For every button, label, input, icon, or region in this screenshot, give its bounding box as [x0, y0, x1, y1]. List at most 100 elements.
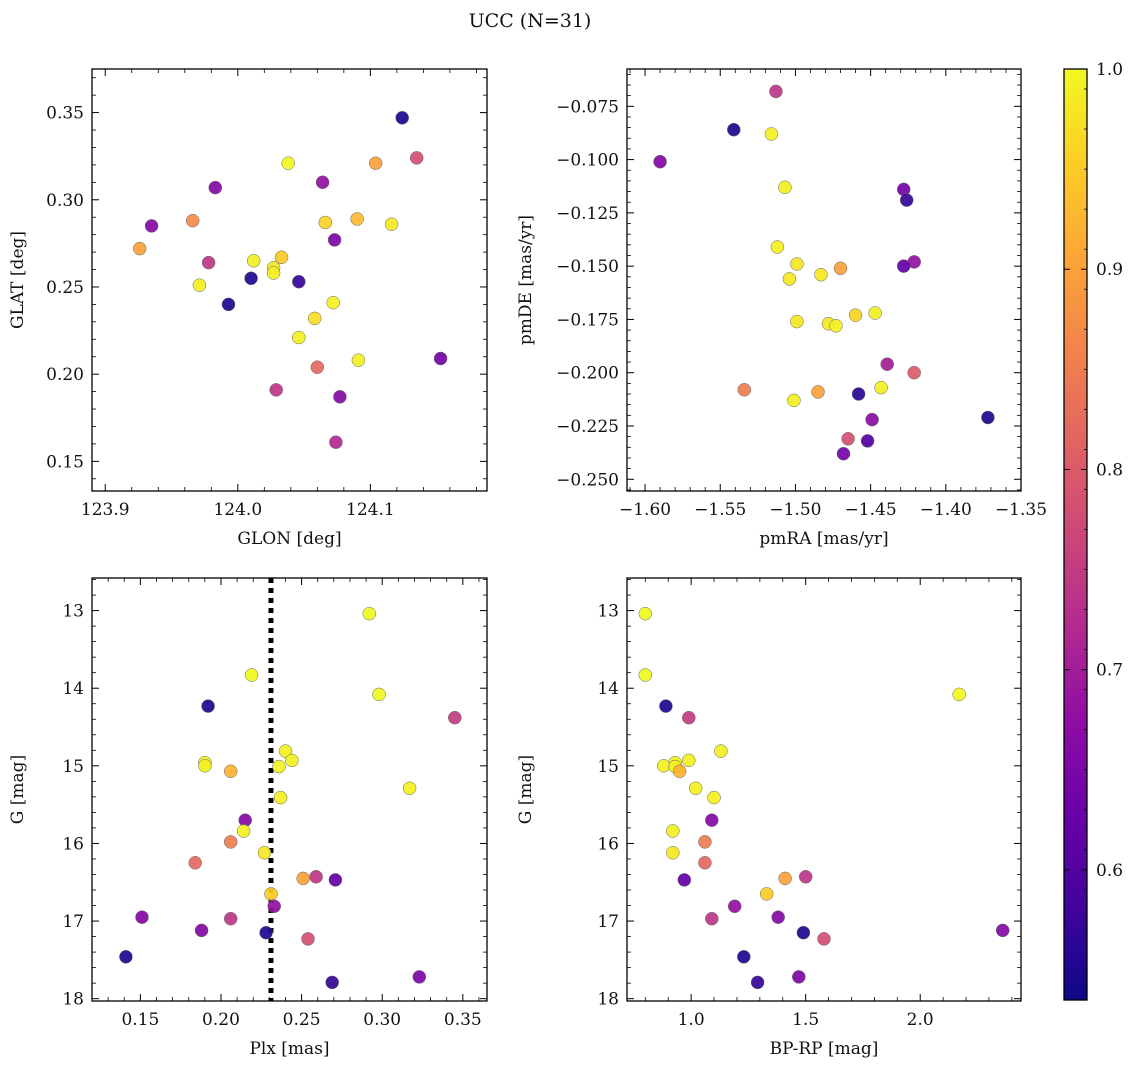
scatter-point — [787, 393, 801, 408]
x-tick-label: −1.50 — [769, 500, 821, 520]
scatter-point — [698, 856, 712, 870]
y-tick-label: 17 — [62, 912, 84, 932]
scatter-point — [764, 127, 779, 141]
scatter-point — [201, 255, 216, 270]
scatter-point — [244, 271, 258, 286]
scatter-point — [677, 873, 692, 887]
scatter-point — [790, 314, 804, 329]
colorbar-tick-label: 0.6 — [1096, 861, 1123, 881]
y-tick-label: 13 — [597, 602, 619, 622]
scatter-point — [865, 412, 879, 427]
y-tick-label: −0.175 — [556, 310, 619, 330]
scatter-point — [769, 84, 783, 99]
scatter-point — [309, 870, 323, 884]
x-axis-label: BP-RP [mag] — [770, 1039, 879, 1059]
colorbar-tick-label: 0.7 — [1096, 661, 1123, 681]
scatter-point — [829, 319, 843, 333]
scatter-point — [325, 975, 339, 990]
y-axis-label: G [mag] — [516, 755, 536, 824]
y-axis-label: pmDE [mas/yr] — [516, 215, 536, 345]
x-axis-label: pmRA [mas/yr] — [759, 529, 888, 549]
scatter-point — [638, 668, 653, 682]
scatter-point — [727, 122, 741, 137]
scatter-point — [714, 744, 728, 758]
y-tick-label: 18 — [62, 990, 84, 1010]
scatter-point — [841, 432, 855, 446]
y-axis-label: GLAT [deg] — [8, 231, 28, 329]
scatter-point — [778, 180, 792, 195]
scatter-point — [798, 870, 813, 884]
scatter-point — [896, 259, 911, 273]
figure-title: UCC (N=31) — [469, 10, 592, 32]
scatter-point — [750, 975, 765, 990]
axes-frame — [626, 577, 1022, 1002]
y-tick-label: 15 — [62, 757, 84, 777]
y-tick-label: 18 — [597, 990, 619, 1010]
scatter-point — [194, 923, 209, 938]
scatter-point — [362, 606, 377, 621]
x-tick-label: 1.0 — [678, 1010, 705, 1030]
scatter-point — [315, 175, 330, 190]
scatter-point — [771, 910, 785, 924]
panel-plx-g: 0.15 0.20 0.25 0.30 0.35 13 14 15 16 17 18 Plx [mas… — [8, 577, 488, 1059]
x-tick-label: −1.40 — [920, 500, 972, 520]
scatter-point — [995, 923, 1010, 938]
y-tick-label: 16 — [62, 834, 84, 854]
scatter-point — [307, 311, 322, 326]
panel-glon-glat: 123.9 124.0 124.1 0.15 0.20 0.25 0.30 0.35 GLON … — [8, 68, 488, 549]
scatter-point — [682, 710, 696, 725]
scatter-point — [384, 217, 399, 231]
scatter-point — [326, 295, 340, 310]
scatter-point — [132, 241, 147, 256]
colorbar-gradient — [1064, 69, 1087, 1000]
scatter-point — [412, 970, 427, 984]
y-tick-label: 17 — [597, 912, 619, 932]
y-tick-label: 0.25 — [46, 278, 84, 298]
y-tick-label: −0.075 — [556, 97, 619, 117]
scatter-point — [817, 932, 831, 946]
x-tick-label: 0.25 — [283, 1010, 321, 1030]
scatter-point — [221, 297, 236, 312]
scatter-point — [666, 824, 680, 838]
x-tick-label: 1.5 — [792, 1010, 819, 1030]
scatter-point — [292, 330, 306, 345]
y-tick-label: −0.200 — [556, 364, 619, 384]
scatter-point — [246, 254, 261, 268]
scatter-point — [301, 932, 315, 946]
y-tick-label: −0.225 — [556, 417, 619, 437]
scatter-point — [267, 899, 281, 914]
scatter-point — [778, 871, 792, 886]
x-tick-label: 0.35 — [444, 1010, 482, 1030]
scatter-point — [833, 261, 848, 276]
scatter-point — [707, 790, 721, 805]
scatter-point — [899, 193, 914, 207]
scatter-point — [318, 215, 333, 230]
scatter-point — [698, 835, 712, 849]
x-axis-label: Plx [mas] — [249, 1039, 329, 1059]
scatter-point — [223, 835, 238, 849]
y-tick-label: −0.150 — [556, 257, 619, 277]
scatter-point — [656, 759, 671, 773]
scatter-point — [368, 156, 383, 170]
scatter-point — [188, 856, 202, 870]
scatter-point — [727, 899, 742, 914]
scatter-point — [144, 219, 159, 233]
x-tick-label: −1.45 — [845, 500, 897, 520]
scatter-point — [433, 351, 448, 366]
y-axis-label: G [mag] — [8, 755, 28, 824]
scatter-point — [792, 970, 806, 984]
colorbar-tick-label: 1.0 — [1096, 60, 1123, 80]
scatter-point — [329, 435, 343, 449]
scatter-point — [851, 387, 866, 401]
scatter-point — [848, 308, 863, 322]
scatter-point — [705, 911, 719, 926]
x-tick-label: 0.30 — [363, 1010, 401, 1030]
scatter-point — [811, 385, 825, 399]
scatter-point — [448, 710, 462, 725]
scatter-point — [666, 846, 680, 860]
panel-pmra-pmde: −1.60 −1.55 −1.50 −1.45 −1.40 −1.35 −0.075 −0.1… — [516, 68, 1047, 549]
y-tick-label: −0.100 — [556, 151, 619, 171]
axes-frame — [91, 577, 488, 1002]
x-tick-label: 124.0 — [213, 500, 262, 520]
